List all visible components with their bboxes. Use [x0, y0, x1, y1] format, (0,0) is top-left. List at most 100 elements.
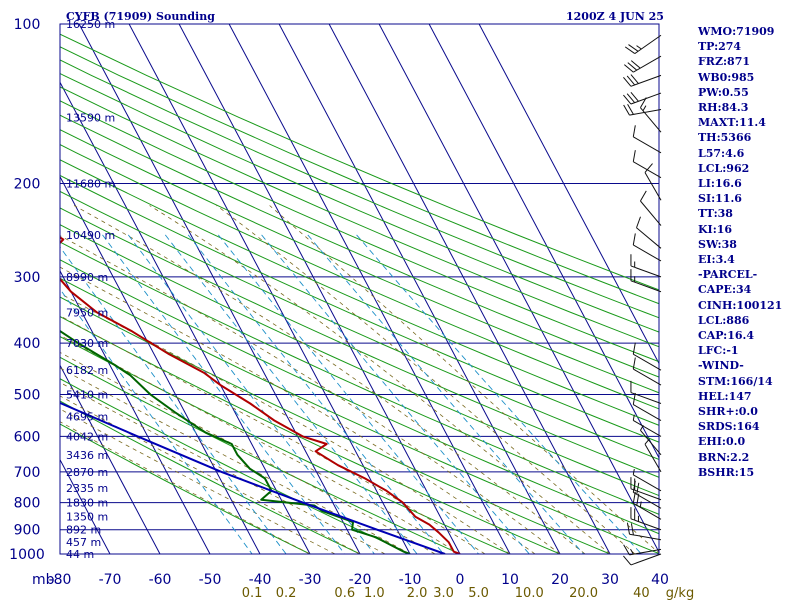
index-item: LCL:962 — [698, 161, 750, 175]
mixing-ratio-label: 40 — [633, 586, 650, 600]
wind-barb-staff — [633, 491, 662, 509]
height-label: 892 m — [66, 524, 101, 537]
wind-barb — [624, 55, 662, 73]
dry-adiabat-line — [60, 356, 461, 554]
wind-barb — [623, 74, 662, 87]
mixing-ratio-label: 0.1 — [242, 586, 263, 600]
wind-barb-staff — [633, 136, 662, 154]
index-item: TH:5366 — [698, 131, 752, 145]
wind-barb-half — [630, 548, 634, 555]
parcel-profile-line — [60, 401, 446, 554]
index-item: -PARCEL- — [698, 268, 758, 282]
moist-adiabat-line — [149, 205, 611, 554]
pressure-tick-label: 400 — [14, 336, 41, 352]
wind-barb — [639, 190, 662, 226]
dry-adiabat-line — [60, 190, 659, 461]
moist-adiabat-line — [73, 205, 586, 554]
wind-barb — [623, 553, 662, 566]
wind-barb — [632, 342, 662, 371]
wind-barb-full — [632, 125, 636, 137]
height-label: 7030 m — [66, 337, 108, 350]
pressure-tick-label: 1000 — [9, 547, 45, 563]
wind-barb-staff — [633, 244, 662, 262]
wind-barb — [630, 380, 662, 404]
wind-barb-half — [632, 468, 635, 475]
wind-barb-staff — [630, 518, 662, 531]
temperature-tick-label: 30 — [601, 572, 619, 588]
mixing-ratio-label: 1.0 — [364, 586, 385, 600]
wind-barb-full — [623, 555, 632, 566]
mixing-ratio-labels: 0.1 0.2 0.6 1.0 2.0 3.0 5.0 10.0 20.0 40 g/kg — [242, 586, 694, 600]
wind-barbs — [623, 34, 662, 566]
wind-barb-half — [639, 501, 642, 508]
index-item: -WIND- — [698, 359, 744, 373]
wind-barb-full — [626, 93, 636, 103]
wind-barb — [632, 392, 662, 421]
mixing-ratio-label: 5.0 — [468, 586, 489, 600]
moist-adiabats — [60, 205, 659, 554]
wind-barb-staff — [634, 34, 662, 54]
dry-adiabat-line — [60, 33, 659, 291]
pressure-tick-label: 300 — [14, 270, 41, 286]
mixing-ratio-line — [127, 234, 375, 554]
dry-adiabat-line — [60, 159, 659, 426]
index-item: HEL:147 — [698, 389, 752, 403]
height-label: 1350 m — [66, 511, 108, 524]
dry-adiabat-line — [60, 86, 659, 348]
wind-barb-staff — [633, 404, 662, 421]
wind-barb-staff — [629, 548, 662, 556]
dry-adiabat-line — [60, 241, 659, 515]
dry-adiabat-line — [60, 336, 511, 554]
wind-barb-full — [627, 103, 634, 115]
isotherm-line — [378, 24, 659, 554]
wind-barb-staff — [630, 553, 662, 566]
height-label: 11680 m — [66, 178, 115, 191]
index-item: EI:3.4 — [698, 253, 735, 267]
dry-adiabat-line — [60, 423, 311, 554]
isotherm-line — [60, 364, 161, 554]
index-item: PW:0.55 — [698, 85, 749, 99]
wind-barb-half — [642, 105, 647, 111]
wind-barb-full — [623, 104, 630, 116]
mixing-ratio-line — [217, 234, 479, 554]
wind-barb-staff — [633, 474, 662, 492]
mixing-ratio-label: g/kg — [666, 586, 694, 600]
height-label: 2870 m — [66, 466, 108, 479]
wind-barb-full — [624, 64, 634, 73]
index-item: STM:166/14 — [698, 374, 773, 388]
wind-barb — [644, 439, 662, 473]
wind-barb-staff — [633, 502, 662, 520]
wind-barb-staff — [633, 55, 662, 73]
wind-barb — [623, 544, 662, 556]
wind-barb-full — [639, 190, 647, 202]
index-item: LI:16.6 — [698, 177, 742, 191]
isotherm-line — [428, 24, 659, 459]
wind-barb-full — [626, 75, 636, 86]
index-item: CINH:100121 — [698, 298, 783, 312]
wind-barb-full — [632, 392, 636, 405]
index-item: RH:84.3 — [698, 101, 749, 115]
isotherm-line — [60, 81, 311, 554]
dry-adiabat-line — [60, 46, 659, 305]
wind-barb-full — [632, 342, 636, 355]
wind-barb — [624, 34, 662, 54]
mixing-ratio-lines — [60, 234, 642, 554]
wind-barb — [632, 491, 662, 520]
wind-barb — [626, 522, 662, 541]
wind-barb-staff — [629, 109, 662, 116]
wind-barb — [639, 97, 662, 133]
wind-barb-staff — [640, 200, 662, 226]
wind-barb-full — [624, 46, 636, 54]
height-label: 16250 m — [66, 18, 115, 31]
wind-barb-staff — [640, 430, 662, 456]
height-label: 10490 m — [66, 229, 115, 242]
wind-barb-full — [632, 233, 636, 246]
mixing-ratio-line — [60, 288, 253, 554]
wind-barb-staff — [630, 392, 662, 404]
wind-barb-half — [639, 425, 644, 431]
isotherm-line — [128, 24, 411, 554]
moist-adiabat-line — [269, 205, 659, 554]
mixing-ratio-line — [261, 234, 530, 554]
y-axis-unit-label: mb — [32, 572, 55, 588]
